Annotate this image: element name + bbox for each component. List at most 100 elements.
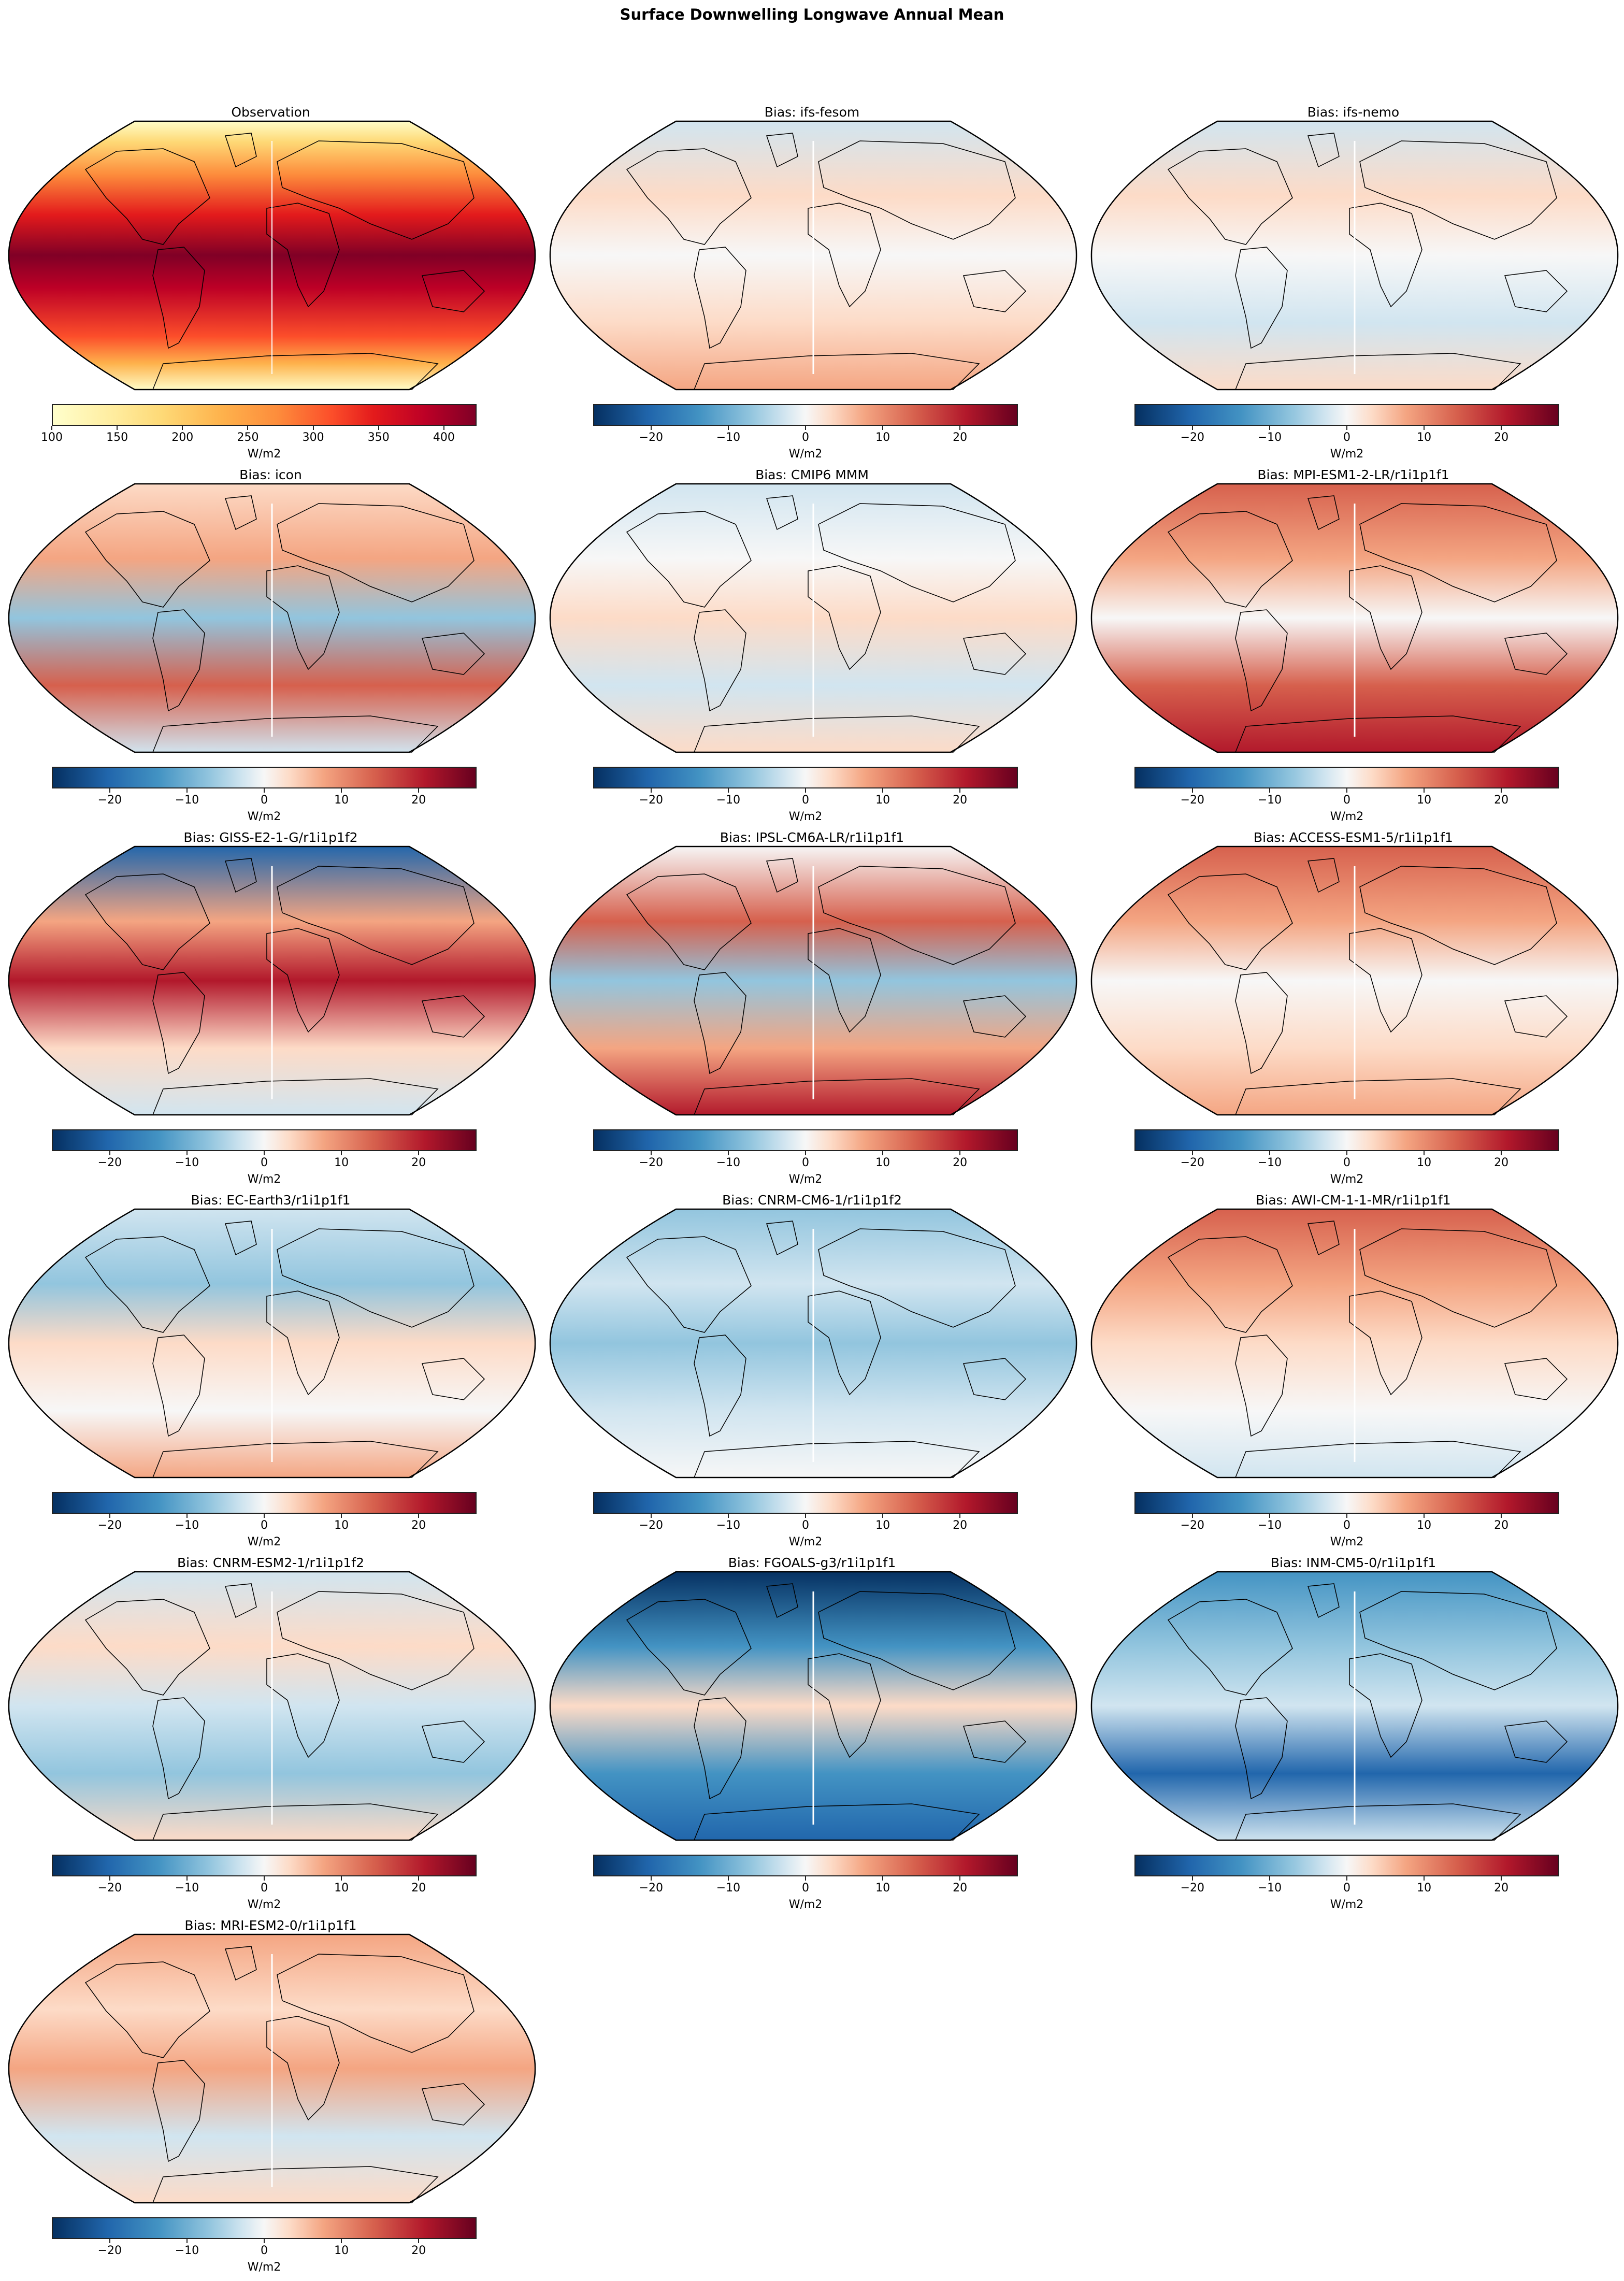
tick-mark [443,426,444,430]
tick-mark [1269,1151,1270,1155]
colorbar-ticks: −20 −10 0 10 20 [52,1151,477,1172]
colorbar [1134,1129,1559,1151]
colorbar-label: W/m2 [247,448,281,461]
tick-mark [1501,1151,1502,1155]
tick-mark [727,426,729,430]
map-panel-2: Bias: ifs-fesom −20 −10 0 10 20 W/m2 [541,93,1083,461]
tick-mark [264,1876,265,1881]
tick-label: −20 [97,1882,122,1895]
tick-label: −10 [716,431,741,444]
tick-label: 20 [1494,1156,1509,1169]
tick-label: −10 [175,794,199,807]
tick-mark [1501,426,1502,430]
tick-label: 20 [953,1156,968,1169]
tick-mark [341,2239,342,2243]
tick-label: 10 [1417,794,1432,807]
tick-label: 0 [261,1156,268,1169]
tick-mark [882,426,884,430]
panel-title: Bias: ifs-nemo [1307,105,1400,120]
tick-label: 0 [261,794,268,807]
panel-title: Bias: ifs-fesom [764,105,860,120]
tick-mark [650,1876,652,1881]
colorbar-label: W/m2 [788,1898,823,1911]
tick-mark [650,788,652,793]
world-map [8,845,536,1116]
colorbar-label: W/m2 [247,1898,281,1911]
tick-mark [264,2239,265,2243]
colorbar [593,1492,1018,1514]
tick-mark [959,1151,961,1155]
tick-label: 10 [875,431,890,444]
colorbar-label: W/m2 [788,448,823,461]
panel-title: Bias: EC-Earth3/r1i1p1f1 [191,1193,351,1208]
colorbar-label: W/m2 [788,810,823,823]
world-map [8,1571,536,1841]
tick-label: −10 [716,794,741,807]
tick-label: −20 [1180,794,1205,807]
tick-mark [727,1514,729,1518]
tick-label: −20 [639,1519,664,1532]
panel-title: Observation [231,105,310,120]
tick-label: 20 [1494,1882,1509,1895]
tick-label: 0 [802,1519,809,1532]
tick-mark [805,788,806,793]
world-map [8,1208,536,1479]
map-panel-1: Observation 100 150 200 250 300 350 400 W/m2 [0,93,541,461]
tick-label: −20 [97,794,122,807]
tick-mark [418,1514,420,1518]
tick-label: 20 [953,1882,968,1895]
tick-mark [186,2239,188,2243]
panel-title: Bias: INM-CM5-0/r1i1p1f1 [1270,1555,1436,1570]
tick-mark [312,426,314,430]
tick-label: 0 [261,1882,268,1895]
tick-label: 10 [334,1882,349,1895]
tick-label: 20 [411,794,426,807]
colorbar [52,1855,477,1876]
tick-mark [727,1151,729,1155]
world-map [549,845,1077,1116]
tick-mark [264,788,265,793]
tick-label: 0 [1343,1156,1350,1169]
tick-label: 0 [261,2244,268,2257]
map-image [1090,845,1619,1116]
panel-title: Bias: FGOALS-g3/r1i1p1f1 [728,1555,896,1570]
tick-label: 10 [334,1156,349,1169]
map-image [1090,1208,1619,1479]
map-image [8,1933,536,2204]
tick-mark [1424,1151,1425,1155]
world-map [1090,845,1619,1116]
tick-mark [1424,1514,1425,1518]
colorbar-label: W/m2 [1330,448,1364,461]
world-map [1090,483,1619,753]
colorbar-ticks: −20 −10 0 10 20 [593,788,1018,809]
map-image [549,1571,1077,1841]
tick-mark [378,426,379,430]
tick-mark [805,1876,806,1881]
tick-label: 20 [411,1519,426,1532]
tick-mark [1191,1514,1193,1518]
tick-mark [109,1514,110,1518]
world-map [549,1571,1077,1841]
map-image [1090,1571,1619,1841]
tick-label: 20 [953,1519,968,1532]
tick-mark [1269,788,1270,793]
map-image [1090,120,1619,391]
world-map [549,120,1077,391]
colorbar-label: W/m2 [1330,1173,1364,1186]
tick-label: −10 [1257,1156,1282,1169]
colorbar-label: W/m2 [1330,1536,1364,1548]
tick-mark [1346,1151,1347,1155]
tick-label: 20 [411,2244,426,2257]
tick-mark [959,1876,961,1881]
tick-label: −20 [639,1882,664,1895]
map-image [8,845,536,1116]
colorbar-ticks: −20 −10 0 10 20 [1134,1876,1559,1897]
tick-label: 150 [106,431,128,444]
tick-label: 0 [1343,794,1350,807]
map-image [549,845,1077,1116]
map-panel-11: Bias: CNRM-CM6-1/r1i1p1f2 −20 −10 0 10 20 W/… [541,1181,1083,1548]
world-map [8,1933,536,2204]
tick-mark [341,788,342,793]
colorbar [52,404,477,426]
tick-label: 0 [1343,431,1350,444]
